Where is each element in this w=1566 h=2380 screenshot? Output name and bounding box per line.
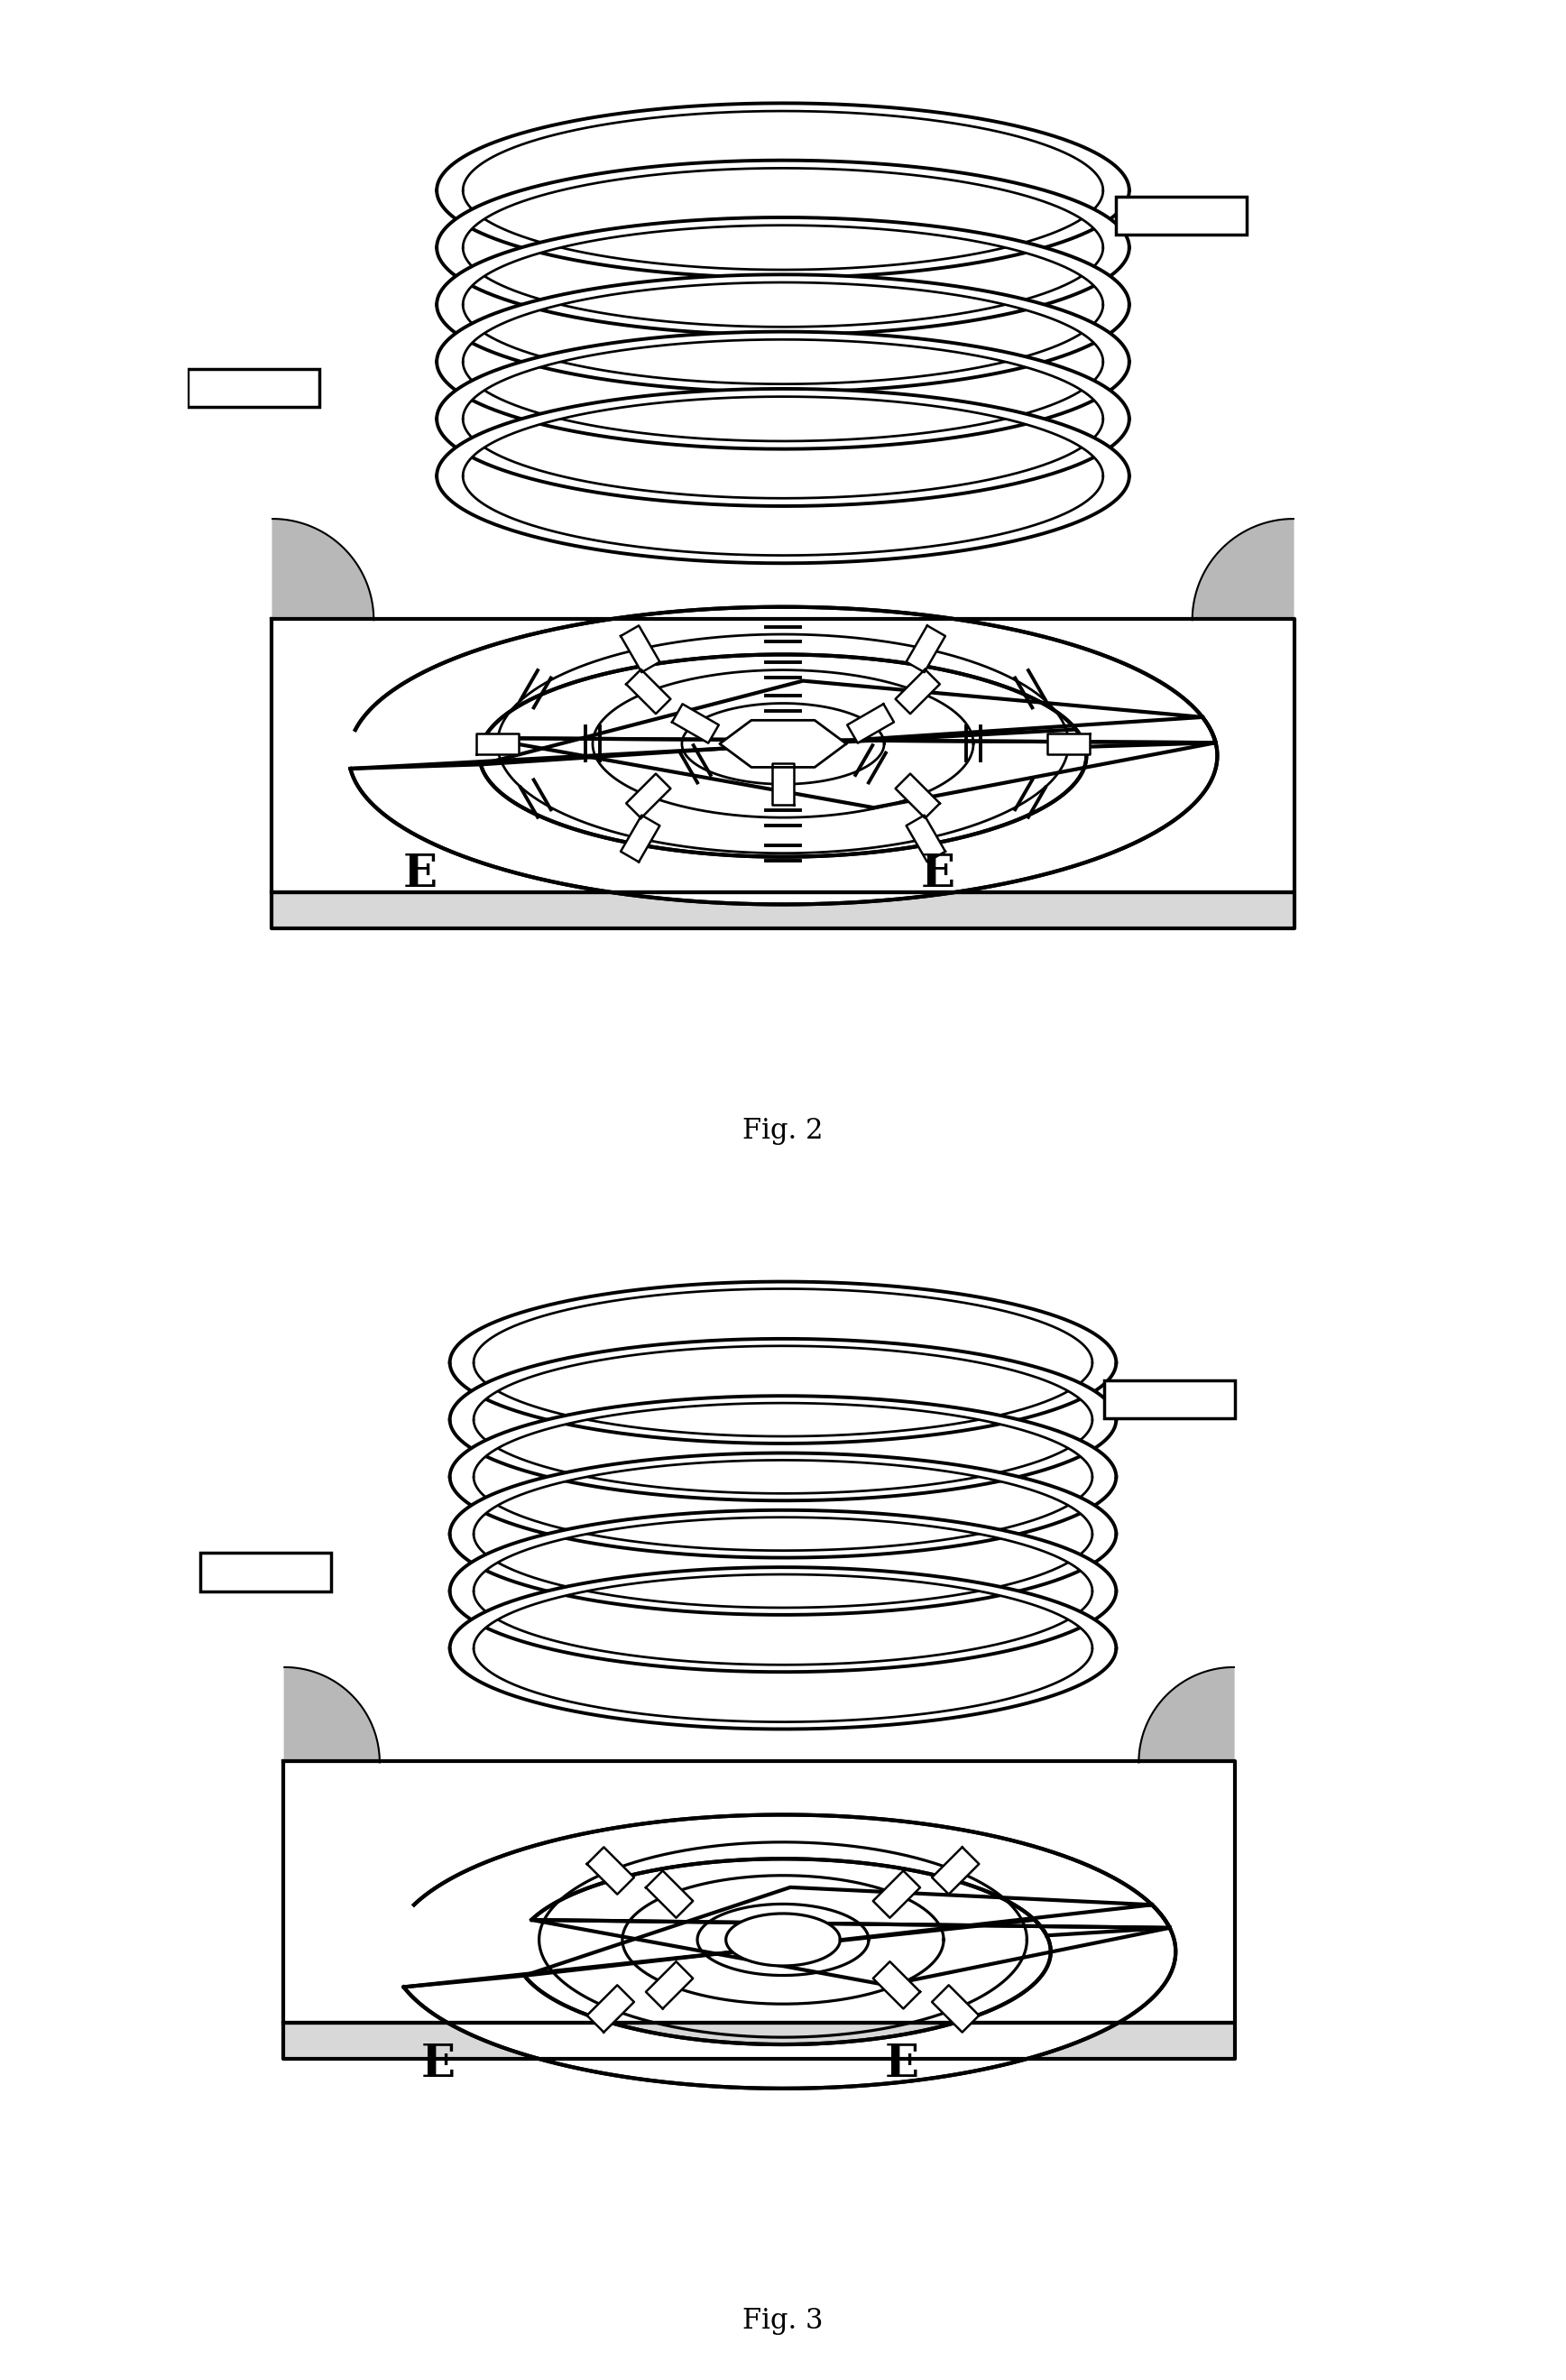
- Polygon shape: [449, 1568, 1117, 1647]
- Polygon shape: [283, 2023, 1236, 2059]
- Polygon shape: [484, 738, 1215, 807]
- Polygon shape: [449, 1283, 1117, 1361]
- Polygon shape: [645, 1871, 694, 1918]
- Polygon shape: [727, 1914, 839, 1966]
- Polygon shape: [437, 331, 1129, 419]
- Polygon shape: [720, 721, 846, 766]
- Text: E: E: [402, 852, 437, 897]
- Text: Fig. 3: Fig. 3: [742, 2306, 824, 2335]
- Polygon shape: [626, 774, 670, 819]
- Bar: [1117, 198, 1247, 236]
- Polygon shape: [620, 626, 659, 671]
- Polygon shape: [449, 1511, 1117, 1592]
- Polygon shape: [847, 704, 894, 743]
- Polygon shape: [283, 1761, 1236, 2023]
- Polygon shape: [932, 1847, 979, 1894]
- Polygon shape: [351, 716, 1217, 904]
- Polygon shape: [437, 476, 1129, 564]
- Polygon shape: [271, 619, 1295, 892]
- Text: E: E: [921, 852, 955, 897]
- Polygon shape: [772, 764, 794, 804]
- Polygon shape: [525, 1887, 1153, 1975]
- Polygon shape: [620, 816, 659, 862]
- Polygon shape: [285, 1666, 379, 1761]
- Polygon shape: [437, 274, 1129, 362]
- Polygon shape: [449, 1454, 1117, 1535]
- Bar: [1104, 1380, 1236, 1418]
- Polygon shape: [932, 1985, 979, 2033]
- Text: E: E: [885, 2042, 919, 2087]
- Polygon shape: [531, 1921, 1170, 1985]
- Polygon shape: [437, 217, 1129, 305]
- Text: E: E: [421, 2042, 456, 2087]
- Bar: [200, 1554, 330, 1592]
- Polygon shape: [645, 1961, 694, 2009]
- Polygon shape: [437, 362, 1129, 450]
- Polygon shape: [587, 1847, 634, 1894]
- Polygon shape: [272, 519, 374, 621]
- Polygon shape: [1192, 519, 1294, 621]
- Polygon shape: [449, 1592, 1117, 1671]
- Polygon shape: [449, 1397, 1117, 1476]
- Polygon shape: [896, 774, 940, 819]
- Polygon shape: [404, 1904, 1176, 2087]
- Polygon shape: [449, 1361, 1117, 1442]
- Polygon shape: [437, 159, 1129, 248]
- Polygon shape: [449, 1418, 1117, 1499]
- Polygon shape: [437, 305, 1129, 393]
- Polygon shape: [896, 669, 940, 714]
- Polygon shape: [626, 669, 670, 714]
- Polygon shape: [449, 1647, 1117, 1728]
- Polygon shape: [872, 1871, 921, 1918]
- Polygon shape: [413, 1816, 1170, 1935]
- Polygon shape: [437, 388, 1129, 476]
- Polygon shape: [872, 1961, 921, 2009]
- Polygon shape: [476, 733, 518, 754]
- Polygon shape: [672, 704, 719, 743]
- Polygon shape: [1138, 1666, 1234, 1761]
- Polygon shape: [271, 892, 1295, 928]
- Polygon shape: [449, 1340, 1117, 1418]
- Polygon shape: [437, 419, 1129, 507]
- Polygon shape: [437, 102, 1129, 190]
- Polygon shape: [907, 816, 946, 862]
- Polygon shape: [587, 1985, 634, 2033]
- Polygon shape: [449, 1476, 1117, 1557]
- Bar: [188, 369, 319, 407]
- Polygon shape: [355, 607, 1215, 747]
- Polygon shape: [449, 1535, 1117, 1614]
- Polygon shape: [437, 190, 1129, 278]
- Text: Fig. 2: Fig. 2: [742, 1116, 824, 1145]
- Polygon shape: [481, 681, 1203, 764]
- Polygon shape: [437, 248, 1129, 336]
- Polygon shape: [907, 626, 946, 671]
- Polygon shape: [1048, 733, 1090, 754]
